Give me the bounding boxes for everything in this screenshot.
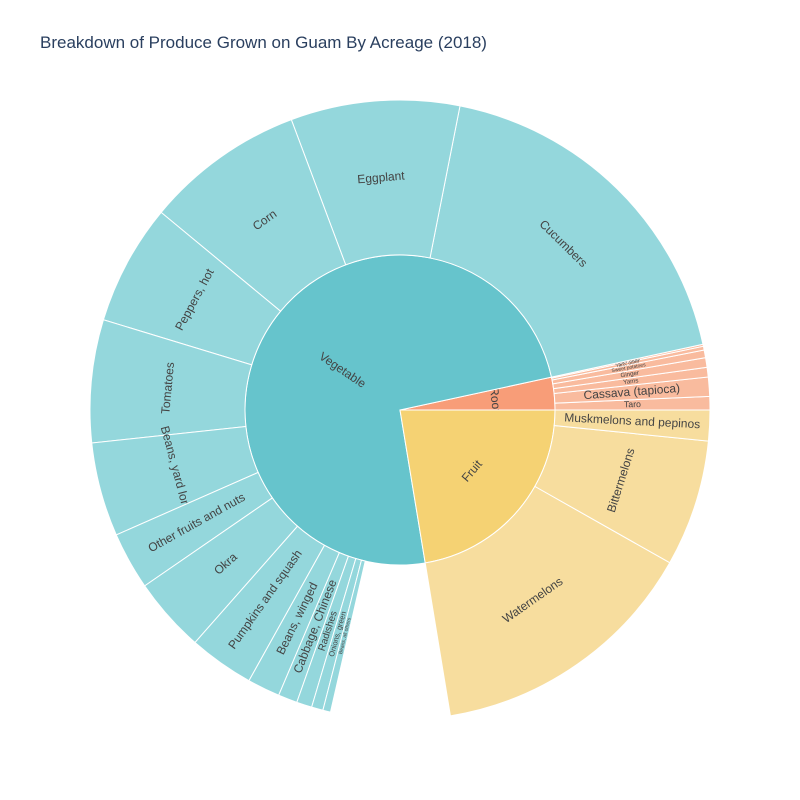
label-taro-other: Taro, other [616,358,641,369]
label-eggplant: Eggplant [357,168,406,186]
label-root: Root [487,386,504,413]
label-tomatoes: Tomatoes [158,361,177,414]
sector-beans-all-others[interactable] [322,559,366,713]
sector-muskmelons-and-pepinos[interactable] [553,409,711,442]
sector-cucumbers[interactable] [429,105,704,378]
label-muskmelons-and-pepinos: Muskmelons and pepinos [564,410,701,431]
label-yams: Yams [623,377,639,386]
label-other-roots: Other roots [615,356,641,367]
chart-title: Breakdown of Produce Grown on Guam By Ac… [40,33,487,52]
label-taro: Taro [624,399,641,409]
label-ginger: Ginger [620,370,639,380]
sector-watermelons[interactable] [424,485,671,717]
